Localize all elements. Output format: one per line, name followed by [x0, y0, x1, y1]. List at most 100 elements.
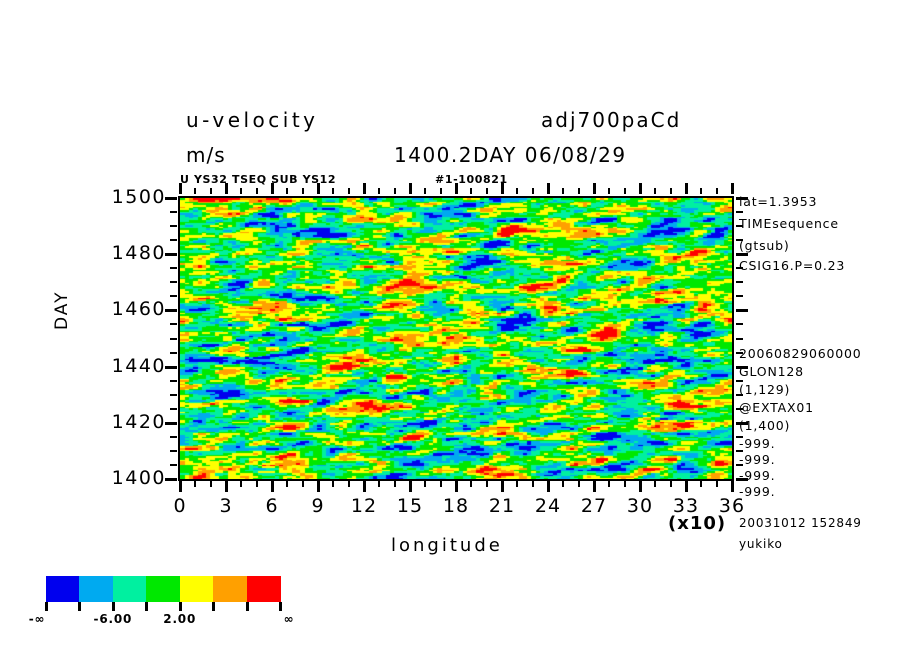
x-tick-top-18 [455, 183, 458, 194]
x-tick-top-9 [317, 183, 320, 194]
y-tick-right-1410 [736, 449, 743, 452]
heatmap-plot-area [178, 196, 734, 481]
x-tick-top-10 [332, 188, 335, 194]
plot-title-variable: u-velocity [186, 108, 319, 132]
x-tick-top-17 [439, 188, 442, 194]
colorbar-band-3 [146, 576, 181, 602]
y-tick-label-1480: 1480 [111, 242, 166, 265]
y-tick-right-1450 [736, 337, 743, 340]
y-tick-right-1420 [736, 421, 748, 425]
x-tick-minor-32 [669, 481, 672, 487]
plot-header-id: #1-100821 [435, 173, 508, 186]
y-tick-major-1440 [165, 365, 177, 369]
x-tick-major-18 [455, 481, 458, 492]
y-tick-label-1440: 1440 [111, 354, 166, 377]
x-tick-major-12 [363, 481, 366, 492]
y-tick-right-1440 [736, 365, 748, 369]
side-note-mid-0: 20060829060000 [739, 346, 862, 361]
y-tick-minor-1435 [170, 379, 177, 382]
x-tick-minor-31 [654, 481, 657, 487]
colorbar-band-0 [46, 576, 80, 602]
x-tick-top-15 [409, 183, 412, 194]
x-tick-major-30 [639, 481, 642, 492]
x-tick-top-35 [715, 188, 718, 194]
x-tick-label-6: 6 [265, 495, 279, 517]
y-tick-major-1500 [165, 197, 177, 200]
colorbar-tick-4 [178, 602, 182, 611]
side-note-top-2: (gtsub) [739, 238, 790, 253]
colorbar-label-1: 2.00 [163, 612, 197, 626]
x-tick-top-32 [669, 188, 672, 194]
x-tick-major-0 [179, 481, 182, 492]
y-tick-right-1435 [736, 379, 743, 382]
x-tick-minor-7 [286, 481, 289, 487]
x-tick-label-33: 33 [672, 495, 700, 517]
x-tick-top-11 [347, 188, 350, 194]
y-tick-right-1475 [736, 267, 743, 270]
x-tick-label-21: 21 [488, 495, 516, 517]
side-note-top-0: lat=1.3953 [739, 194, 818, 209]
x-tick-minor-8 [301, 481, 304, 487]
x-tick-minor-20 [485, 481, 488, 487]
x-tick-label-24: 24 [534, 495, 562, 517]
side-note-top-1: TIMEsequence [739, 216, 839, 231]
x-tick-minor-4 [240, 481, 243, 487]
x-tick-minor-26 [577, 481, 580, 487]
x-tick-minor-17 [439, 481, 442, 487]
x-tick-major-21 [501, 481, 504, 492]
x-tick-minor-16 [424, 481, 427, 487]
x-axis-multiplier: (x10) [668, 513, 727, 534]
x-tick-minor-5 [255, 481, 258, 487]
x-tick-major-9 [317, 481, 320, 492]
x-tick-minor-14 [393, 481, 396, 487]
y-tick-right-1490 [736, 225, 743, 228]
x-tick-label-0: 0 [173, 495, 187, 517]
colorbar-max-symbol: ∞ [283, 612, 295, 626]
heatmap-field [180, 198, 732, 479]
footer-user: yukiko [739, 537, 783, 551]
y-tick-label-1460: 1460 [111, 298, 166, 321]
y-axis-title: DAY [52, 290, 72, 331]
x-tick-label-15: 15 [396, 495, 424, 517]
x-tick-minor-10 [332, 481, 335, 487]
y-tick-right-1400 [736, 478, 748, 481]
x-tick-label-27: 27 [580, 495, 608, 517]
y-tick-minor-1470 [170, 281, 177, 284]
colorbar-band-1 [79, 576, 114, 602]
colorbar-tick-1 [78, 602, 82, 611]
plot-header-left: U YS32 TSEQ SUB YS12 [180, 173, 337, 186]
side-note-mid-6: -999. [739, 452, 776, 467]
x-tick-top-19 [470, 188, 473, 194]
x-tick-top-29 [623, 188, 626, 194]
y-tick-right-1465 [736, 295, 743, 298]
x-tick-label-12: 12 [350, 495, 378, 517]
x-tick-top-4 [240, 188, 243, 194]
x-tick-top-26 [577, 188, 580, 194]
x-tick-label-36: 36 [718, 495, 746, 517]
x-tick-top-8 [301, 188, 304, 194]
side-note-mid-5: -999. [739, 436, 776, 451]
colorbar-band-2 [112, 576, 147, 602]
x-tick-top-24 [547, 183, 550, 194]
x-tick-label-9: 9 [311, 495, 325, 517]
y-tick-label-1400: 1400 [111, 467, 166, 489]
y-tick-label-1420: 1420 [111, 410, 166, 433]
x-tick-top-13 [378, 188, 381, 194]
y-tick-right-1500 [736, 197, 748, 200]
x-tick-top-1 [194, 188, 197, 194]
side-note-mid-2: (1,129) [739, 382, 791, 397]
colorbar-label-0: -6.00 [93, 612, 133, 626]
x-tick-top-5 [255, 188, 258, 194]
x-tick-minor-34 [700, 481, 703, 487]
y-tick-minor-1415 [170, 435, 177, 438]
y-tick-right-1480 [736, 253, 748, 257]
y-tick-right-1460 [736, 309, 748, 313]
x-tick-minor-29 [623, 481, 626, 487]
x-tick-minor-13 [378, 481, 381, 487]
colorbar: -6.00 2.00 -∞ ∞ [29, 576, 294, 626]
colorbar-tick-3 [145, 602, 149, 611]
y-tick-right-1495 [736, 211, 743, 214]
colorbar-tick-7 [279, 602, 282, 611]
x-tick-minor-19 [470, 481, 473, 487]
x-tick-top-30 [639, 183, 642, 194]
